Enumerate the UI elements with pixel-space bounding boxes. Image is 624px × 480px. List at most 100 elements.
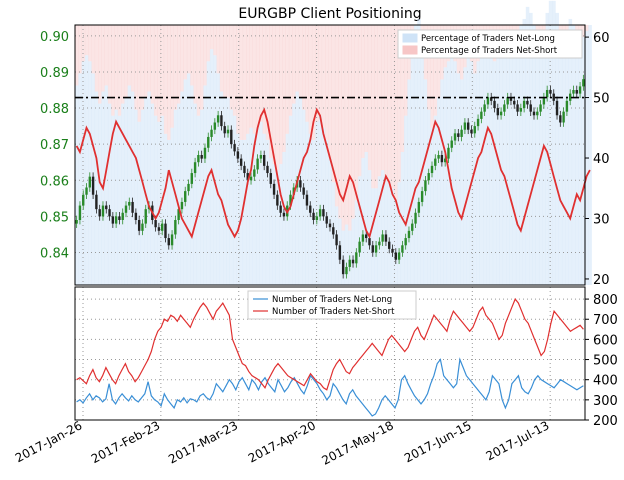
candle-body <box>230 129 233 145</box>
net-long-fill-bar <box>223 97 227 285</box>
net-long-fill-bar <box>532 25 536 285</box>
candle-body <box>397 252 401 260</box>
net-short-fill-bar <box>130 25 135 92</box>
x-tick-label: 2017-Jan-26 <box>13 418 85 465</box>
candle-body <box>105 205 108 210</box>
candle-body <box>262 155 266 166</box>
legend-label: Number of Traders Net-Long <box>272 295 392 305</box>
net-short-fill-bar <box>150 25 155 104</box>
candle-body <box>463 122 467 130</box>
net-short-fill-bar <box>137 25 142 122</box>
net-long-fill-bar <box>558 31 563 286</box>
net-long-fill-bar <box>117 115 122 285</box>
net-long-fill-bar <box>351 218 355 285</box>
net-short-fill-bar <box>585 25 589 32</box>
net-short-fill-bar <box>275 25 280 171</box>
net-long-fill-bar <box>219 91 224 285</box>
net-short-fill-bar <box>147 25 151 92</box>
candle-body <box>75 220 78 224</box>
net-long-fill-bar <box>568 18 573 285</box>
candle-body <box>114 216 118 224</box>
left-tick-label: 0.85 <box>40 210 69 225</box>
net-long-fill-bar <box>430 127 434 285</box>
candle-body <box>572 90 575 94</box>
candle-body <box>440 155 444 163</box>
net-short-fill-bar <box>364 25 369 152</box>
net-short-fill-bar <box>104 25 109 86</box>
candle-body <box>266 165 269 174</box>
net-short-fill-bar <box>298 25 303 98</box>
candle-body <box>282 212 286 217</box>
net-short-fill-bar <box>153 25 158 116</box>
net-short-fill-bar <box>101 25 105 92</box>
bottom-legend-box <box>247 290 417 320</box>
net-long-fill-bar <box>78 73 82 285</box>
candle-body <box>381 234 384 242</box>
net-short-fill-bar <box>246 25 250 134</box>
x-tick-label: 2017-Jun-15 <box>402 418 474 465</box>
candle-body <box>249 176 253 181</box>
net-short-fill-bar <box>236 25 240 134</box>
candle-body <box>299 180 302 188</box>
net-short-fill-bar <box>239 25 244 140</box>
right-tick-label: 200 <box>593 414 618 429</box>
net-long-fill-bar <box>499 37 504 286</box>
candle-body <box>253 169 256 177</box>
net-short-fill-bar <box>98 25 102 104</box>
candle-body <box>101 205 105 217</box>
net-short-fill-bar <box>91 25 96 74</box>
candle-body <box>470 129 473 134</box>
net-long-fill-bar <box>272 164 277 285</box>
chart-title: EURGBP Client Positioning <box>238 6 421 22</box>
candle-body <box>424 180 427 192</box>
net-short-fill-bar <box>94 25 99 92</box>
net-long-fill-bar <box>476 61 481 285</box>
candle-body <box>180 201 184 210</box>
candle-body <box>233 144 236 152</box>
candle-body <box>374 245 378 253</box>
net-short-fill-bar <box>348 25 352 231</box>
candle-body <box>391 248 394 253</box>
candle-body <box>134 212 138 220</box>
net-long-fill-bar <box>75 85 79 285</box>
candle-body <box>371 245 374 253</box>
x-tick-label: 2017-Apr-20 <box>246 418 318 465</box>
candle-body <box>348 259 351 267</box>
net-long-fill-bar <box>561 37 566 286</box>
legend-label: Percentage of Traders Net-Long <box>421 34 555 44</box>
candle-body <box>190 173 194 184</box>
candle-body <box>522 100 526 109</box>
candle-body <box>108 209 111 217</box>
net-long-fill-bar <box>167 139 171 285</box>
net-long-fill-bar <box>578 43 583 286</box>
candle-body <box>486 97 490 105</box>
net-short-fill-bar <box>170 25 175 128</box>
candle-body <box>239 158 243 166</box>
candle-body <box>582 79 585 87</box>
candle-body <box>312 212 315 220</box>
net-long-fill-bar <box>486 37 490 286</box>
net-long-fill-bar <box>390 188 395 285</box>
net-long-fill-bar <box>588 25 592 285</box>
candle-body <box>434 158 437 166</box>
net-short-fill-bar <box>387 25 392 183</box>
net-short-fill-bar <box>397 25 402 183</box>
net-short-fill-bar <box>81 25 86 62</box>
net-long-fill-bar <box>496 49 500 285</box>
candle-body <box>315 216 319 220</box>
candle-body <box>503 104 506 112</box>
net-long-fill-bar <box>226 97 230 285</box>
net-long-fill-bar <box>410 49 415 285</box>
net-short-fill-bar <box>127 25 132 86</box>
net-long-fill-bar <box>397 182 402 285</box>
net-short-fill-bar <box>404 25 408 116</box>
candle-body <box>401 245 404 253</box>
x-tick-label: 2017-Jul-13 <box>484 418 552 463</box>
candle-body <box>549 90 552 94</box>
candle-body <box>529 104 532 112</box>
net-long-fill-bar <box>427 109 431 286</box>
candle-body <box>384 234 388 242</box>
candle-body <box>276 194 279 206</box>
net-long-fill-bar <box>469 61 474 285</box>
